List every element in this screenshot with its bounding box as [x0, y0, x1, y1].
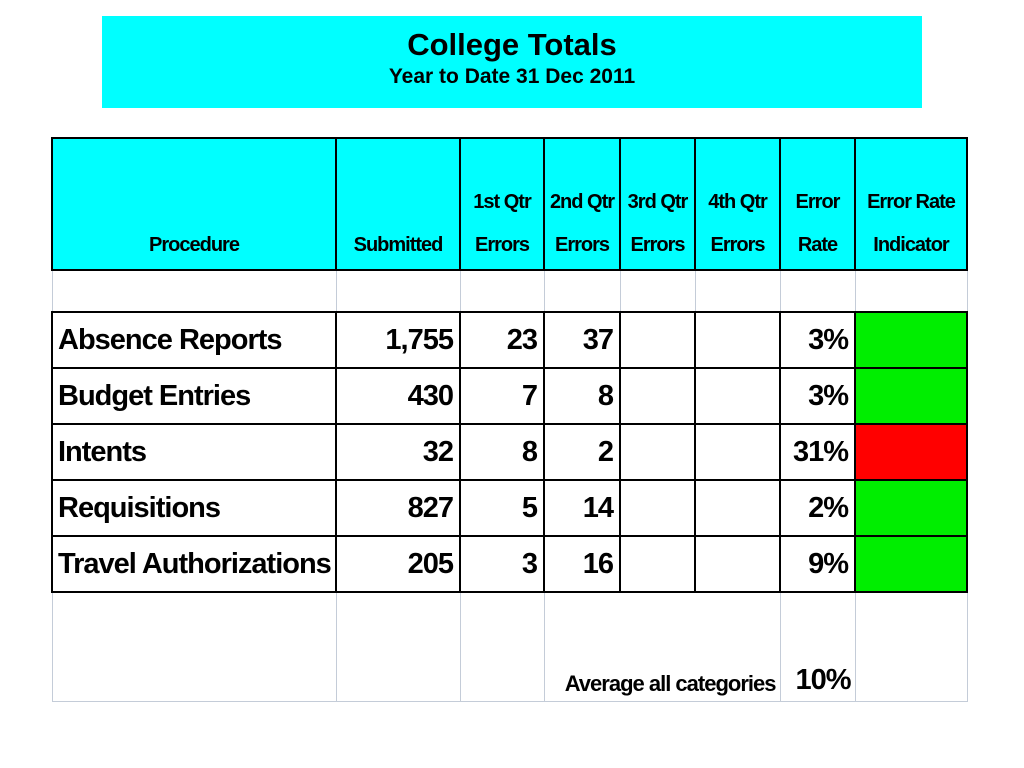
- college-totals-table: Procedure Submitted 1st Qtr Errors 2nd Q…: [51, 137, 968, 702]
- q2-errors-cell: 8: [543, 367, 621, 425]
- submitted-cell: 430: [335, 367, 461, 425]
- summary-empty-cell: [854, 591, 968, 702]
- spacer-cell: [459, 269, 545, 313]
- error-rate-indicator: [854, 367, 968, 425]
- header-error-rate-indicator: Error Rate Indicator: [854, 137, 968, 271]
- q3-errors-cell: [619, 311, 696, 369]
- error-rate-indicator: [854, 479, 968, 537]
- q4-errors-cell: [694, 535, 781, 593]
- summary-empty-cell: [335, 591, 461, 702]
- submitted-cell: 827: [335, 479, 461, 537]
- table-row: Budget Entries 430 7 8 3%: [51, 367, 968, 425]
- procedure-cell: Travel Authorizations: [51, 535, 337, 593]
- q2-errors-cell: 14: [543, 479, 621, 537]
- header-error-rate: Error Rate: [779, 137, 856, 271]
- title-banner: College Totals Year to Date 31 Dec 2011: [102, 16, 922, 108]
- error-rate-indicator: [854, 423, 968, 481]
- q2-errors-cell: 2: [543, 423, 621, 481]
- spacer-row: [51, 269, 968, 313]
- submitted-cell: 32: [335, 423, 461, 481]
- average-label-cell: Average all categories: [543, 591, 781, 702]
- q3-errors-cell: [619, 367, 696, 425]
- header-q4-errors: 4th Qtr Errors: [694, 137, 781, 271]
- average-value-cell: 10%: [779, 591, 856, 702]
- q3-errors-cell: [619, 479, 696, 537]
- q2-errors-cell: 16: [543, 535, 621, 593]
- q4-errors-cell: [694, 479, 781, 537]
- procedure-cell: Requisitions: [51, 479, 337, 537]
- procedure-cell: Budget Entries: [51, 367, 337, 425]
- q3-errors-cell: [619, 423, 696, 481]
- spacer-cell: [335, 269, 461, 313]
- q3-errors-cell: [619, 535, 696, 593]
- q1-errors-cell: 5: [459, 479, 545, 537]
- q4-errors-cell: [694, 367, 781, 425]
- error-rate-cell: 3%: [779, 367, 856, 425]
- q4-errors-cell: [694, 423, 781, 481]
- average-value: 10%: [795, 664, 851, 696]
- header-q1-errors: 1st Qtr Errors: [459, 137, 545, 271]
- spacer-cell: [543, 269, 621, 313]
- error-rate-cell: 3%: [779, 311, 856, 369]
- average-label: Average all categories: [564, 671, 777, 696]
- header-procedure: Procedure: [51, 137, 337, 271]
- procedure-cell: Absence Reports: [51, 311, 337, 369]
- summary-empty-cell: [51, 591, 337, 702]
- q4-errors-cell: [694, 311, 781, 369]
- error-rate-cell: 31%: [779, 423, 856, 481]
- page-subtitle: Year to Date 31 Dec 2011: [388, 65, 636, 88]
- submitted-cell: 205: [335, 535, 461, 593]
- header-submitted: Submitted: [335, 137, 461, 271]
- spacer-cell: [51, 269, 337, 313]
- table-row: Travel Authorizations 205 3 16 9%: [51, 535, 968, 593]
- error-rate-cell: 9%: [779, 535, 856, 593]
- submitted-cell: 1,755: [335, 311, 461, 369]
- spacer-cell: [694, 269, 781, 313]
- spacer-cell: [854, 269, 968, 313]
- q1-errors-cell: 7: [459, 367, 545, 425]
- table-row: Requisitions 827 5 14 2%: [51, 479, 968, 537]
- q1-errors-cell: 23: [459, 311, 545, 369]
- error-rate-indicator: [854, 311, 968, 369]
- header-row: Procedure Submitted 1st Qtr Errors 2nd Q…: [51, 137, 968, 271]
- procedure-cell: Intents: [51, 423, 337, 481]
- header-q3-errors: 3rd Qtr Errors: [619, 137, 696, 271]
- error-rate-cell: 2%: [779, 479, 856, 537]
- summary-row: Average all categories 10%: [51, 591, 968, 702]
- table-row: Absence Reports 1,755 23 37 3%: [51, 311, 968, 369]
- table-row: Intents 32 8 2 31%: [51, 423, 968, 481]
- q1-errors-cell: 8: [459, 423, 545, 481]
- spacer-cell: [619, 269, 696, 313]
- spacer-cell: [779, 269, 856, 313]
- summary-empty-cell: [459, 591, 545, 702]
- page-title: College Totals: [407, 27, 617, 62]
- q2-errors-cell: 37: [543, 311, 621, 369]
- error-rate-indicator: [854, 535, 968, 593]
- q1-errors-cell: 3: [459, 535, 545, 593]
- header-q2-errors: 2nd Qtr Errors: [543, 137, 621, 271]
